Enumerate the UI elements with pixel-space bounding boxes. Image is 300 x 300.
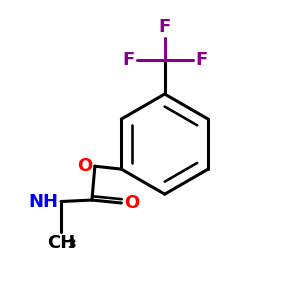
Text: F: F [195,51,207,69]
Text: F: F [159,18,171,36]
Text: O: O [124,194,140,212]
Text: NH: NH [29,193,59,211]
Text: F: F [122,51,134,69]
Text: O: O [77,157,92,175]
Text: 3: 3 [68,238,76,251]
Text: CH: CH [47,234,75,252]
